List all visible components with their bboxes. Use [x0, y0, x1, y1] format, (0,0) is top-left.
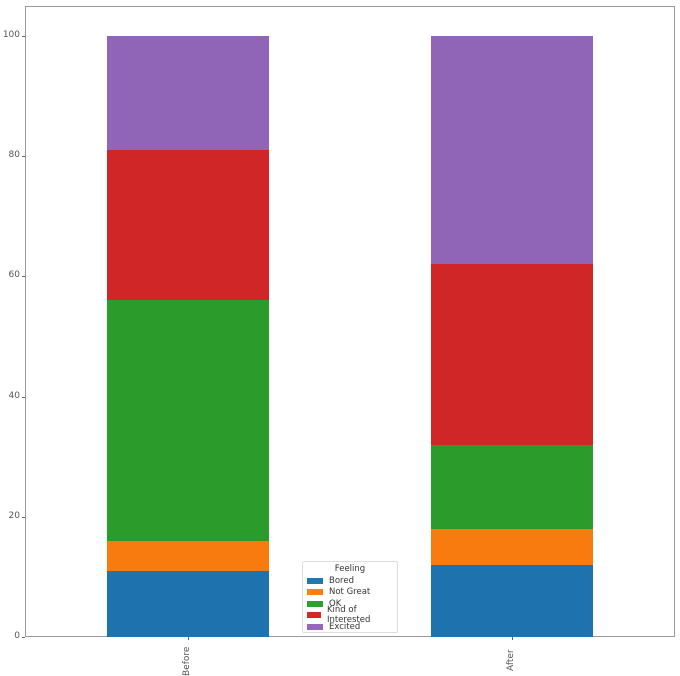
- legend-swatch-icon: [307, 623, 323, 630]
- bar-segment-after-kind-of-interested: [431, 264, 593, 445]
- x-tick-mark: [512, 637, 513, 640]
- legend-item-ok: OK: [307, 598, 393, 610]
- legend-item-kind-of-interested: Kind of Interested: [307, 605, 393, 625]
- y-tick-mark: [22, 276, 25, 278]
- legend-swatch-icon: [307, 600, 323, 607]
- legend-label: Bored: [329, 575, 354, 586]
- plot-area: [25, 6, 675, 637]
- legend-label: Excited: [329, 621, 361, 632]
- x-tick-label: After: [506, 648, 516, 671]
- legend-swatch-icon: [307, 577, 323, 584]
- legend-swatch-icon: [307, 589, 323, 596]
- legend-item-bored: Bored: [307, 575, 393, 587]
- y-tick-mark: [22, 156, 25, 158]
- legend-label: Not Great: [329, 587, 371, 598]
- bar-segment-after-ok: [431, 444, 593, 529]
- legend-label: OK: [329, 598, 342, 609]
- legend-title: Feeling: [334, 564, 366, 574]
- x-tick-label: Before: [182, 646, 192, 676]
- bar-segment-before-ok: [107, 300, 269, 541]
- bar-segment-before-bored: [107, 570, 269, 637]
- y-tick-label: 80: [8, 150, 20, 161]
- y-tick-mark: [22, 516, 25, 518]
- y-tick-mark: [22, 396, 25, 398]
- y-tick-label: 60: [8, 270, 20, 281]
- legend-label: Kind of Interested: [326, 605, 371, 626]
- bar-segment-after-not-great: [431, 528, 593, 565]
- bar-segment-before-kind-of-interested: [107, 150, 269, 301]
- y-tick-label: 20: [8, 510, 20, 521]
- x-tick-mark: [188, 637, 189, 640]
- legend-item-excited: Excited: [307, 621, 393, 633]
- y-tick-label: 40: [8, 390, 20, 401]
- bar-segment-after-bored: [431, 564, 593, 637]
- legend: Feeling Bored Not Great OK Kind of Interest…: [302, 561, 398, 633]
- bar-segment-before-excited: [107, 36, 269, 151]
- y-tick-mark: [22, 36, 25, 37]
- legend-item-not-great: Not Great: [307, 587, 393, 599]
- y-tick-label: 100: [2, 30, 20, 40]
- y-tick-label: 0: [14, 631, 20, 641]
- bar-segment-before-not-great: [107, 540, 269, 571]
- legend-swatch-icon: [307, 612, 321, 619]
- bar-segment-after-excited: [431, 36, 593, 265]
- y-tick-mark: [22, 637, 25, 638]
